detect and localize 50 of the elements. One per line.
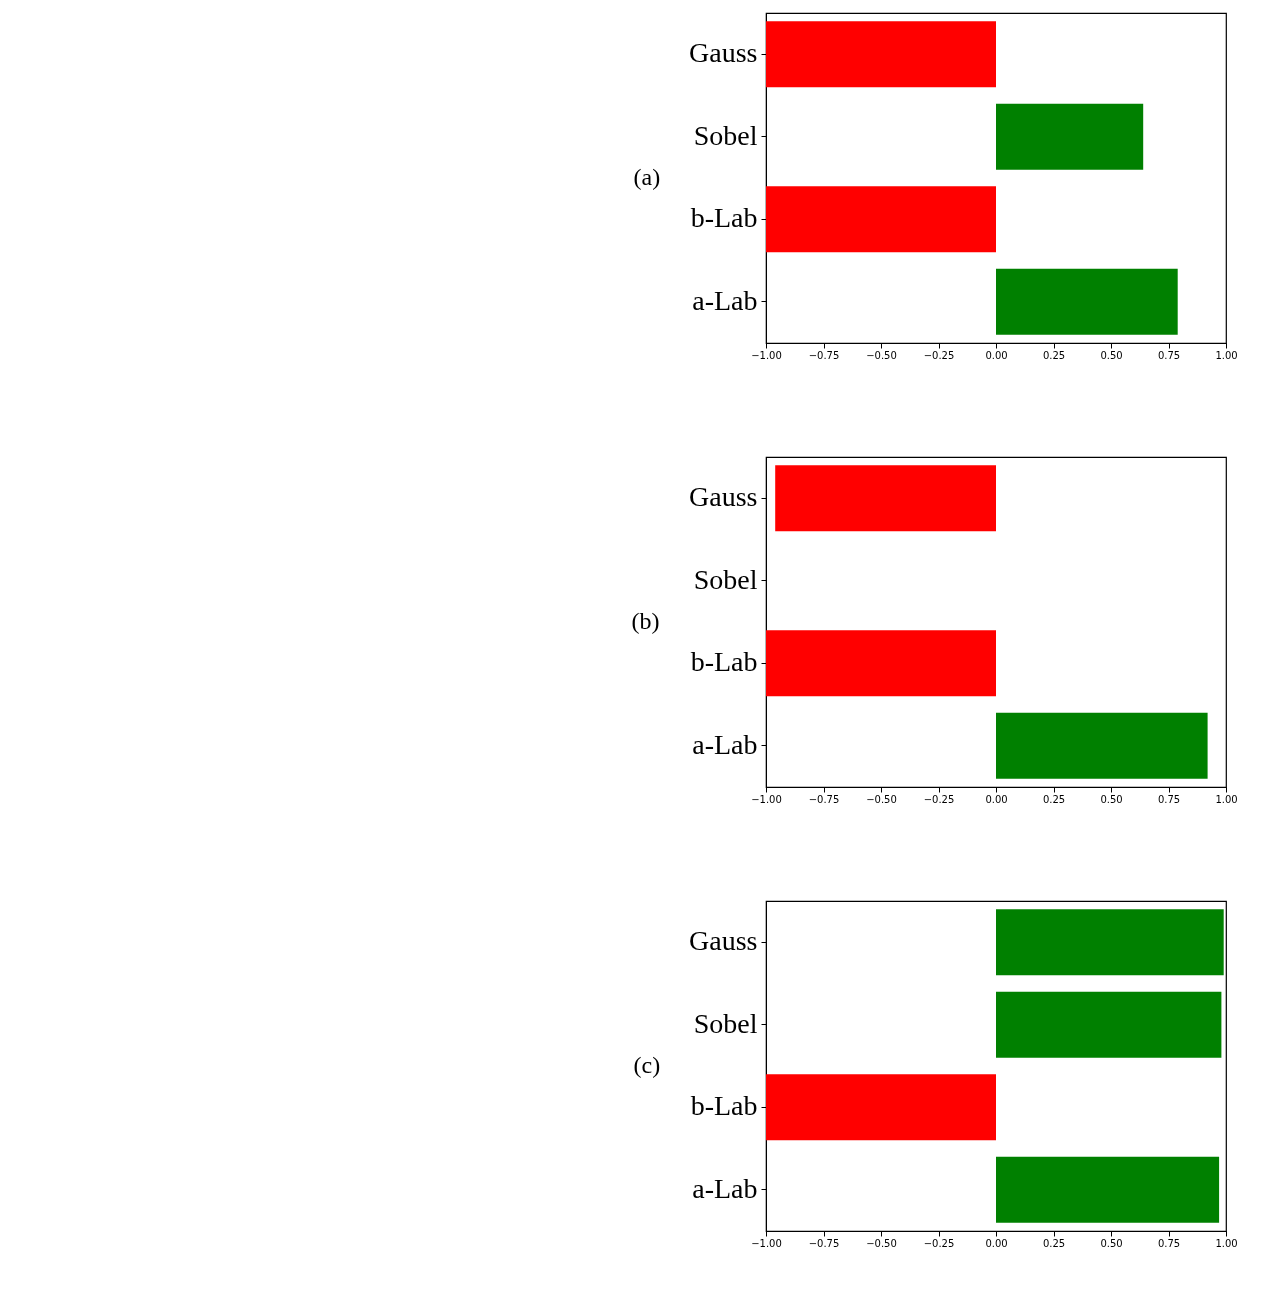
x-tick-label: 0.00: [985, 1237, 1008, 1249]
y-tick-label: Sobel: [693, 563, 758, 595]
x-tick-label: −0.75: [808, 1237, 840, 1249]
y-tick-label: b-Lab: [690, 646, 758, 678]
bar: [996, 991, 1222, 1058]
x-tick-label: 1.00: [1215, 349, 1238, 361]
y-tick-label: b-Lab: [690, 1090, 758, 1122]
x-tick-label: −0.50: [866, 1237, 897, 1249]
x-tick-label: −0.25: [923, 349, 955, 361]
x-tick-label: −0.75: [808, 349, 840, 361]
x-tick-label: 0.50: [1100, 793, 1123, 805]
x-tick-label: −1.00: [751, 349, 782, 361]
y-tick-label: Gauss: [689, 481, 758, 513]
x-tick-label: 1.00: [1215, 793, 1238, 805]
bar: [766, 186, 996, 253]
text: (a): [633, 164, 661, 190]
x-tick-label: 0.50: [1100, 349, 1123, 361]
y-tick-label: a-Lab: [692, 728, 758, 760]
x-tick-label: −1.00: [751, 1237, 782, 1249]
bar: [766, 21, 996, 88]
x-tick-label: 0.75: [1157, 1237, 1181, 1249]
x-tick-label: −1.00: [751, 793, 782, 805]
bar: [996, 268, 1178, 335]
x-tick-label: 0.75: [1157, 349, 1181, 361]
y-tick-label: Gauss: [689, 925, 758, 957]
x-tick-label: −0.50: [866, 793, 897, 805]
y-tick-label: a-Lab: [692, 284, 758, 316]
x-tick-label: 1.00: [1215, 1237, 1238, 1249]
x-tick-label: 0.25: [1042, 1237, 1066, 1249]
y-tick-label: Sobel: [693, 119, 758, 151]
y-tick-label: b-Lab: [690, 202, 758, 234]
x-tick-label: −0.25: [923, 1237, 955, 1249]
x-tick-label: 0.25: [1042, 349, 1066, 361]
x-tick-label: 0.75: [1157, 793, 1181, 805]
x-tick-label: 0.00: [985, 793, 1008, 805]
x-tick-label: 0.25: [1042, 793, 1066, 805]
text: (b): [631, 608, 660, 634]
y-tick-label: Gauss: [689, 37, 758, 69]
x-tick-label: −0.50: [866, 349, 897, 361]
x-tick-label: −0.75: [808, 793, 840, 805]
x-tick-label: 0.50: [1100, 1237, 1123, 1249]
x-tick-label: −0.25: [923, 793, 955, 805]
bar: [766, 1074, 996, 1141]
y-tick-label: a-Lab: [692, 1172, 758, 1204]
bar: [996, 1156, 1220, 1223]
bar: [996, 909, 1224, 976]
bar: [996, 103, 1144, 170]
text: (c): [633, 1052, 661, 1078]
y-tick-label: Sobel: [693, 1007, 758, 1039]
x-tick-label: 0.00: [985, 349, 1008, 361]
